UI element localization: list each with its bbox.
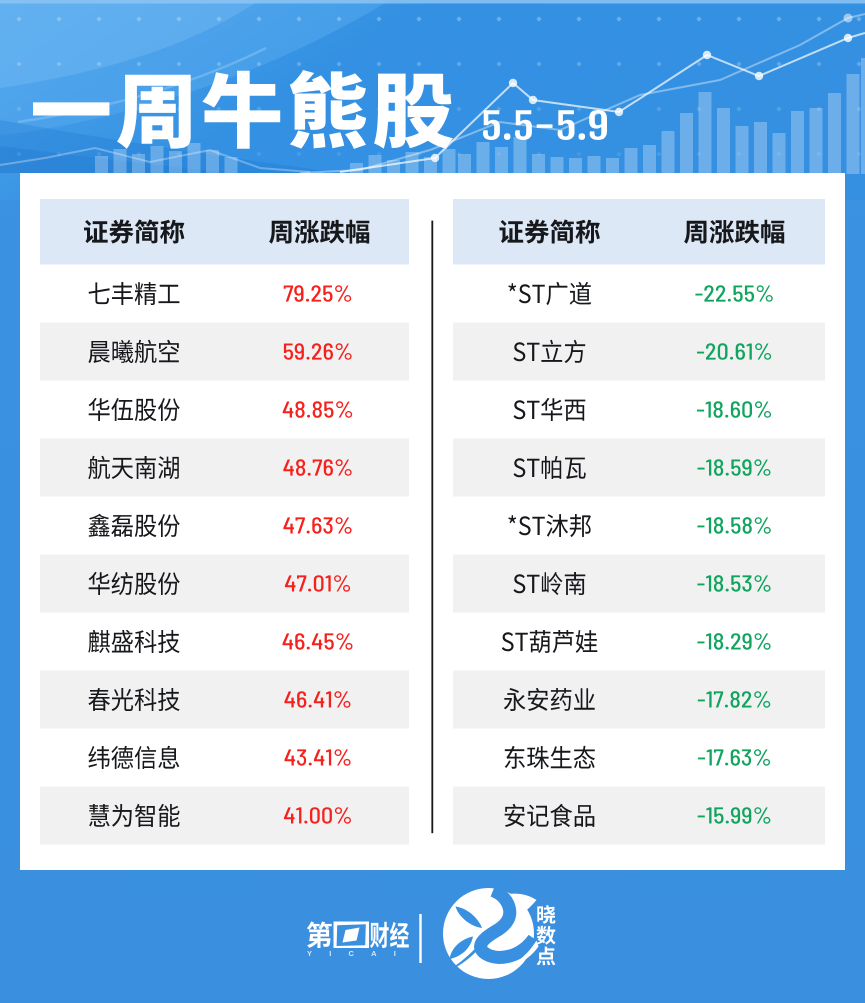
svg-text:YICAI: YICAI — [307, 949, 413, 958]
